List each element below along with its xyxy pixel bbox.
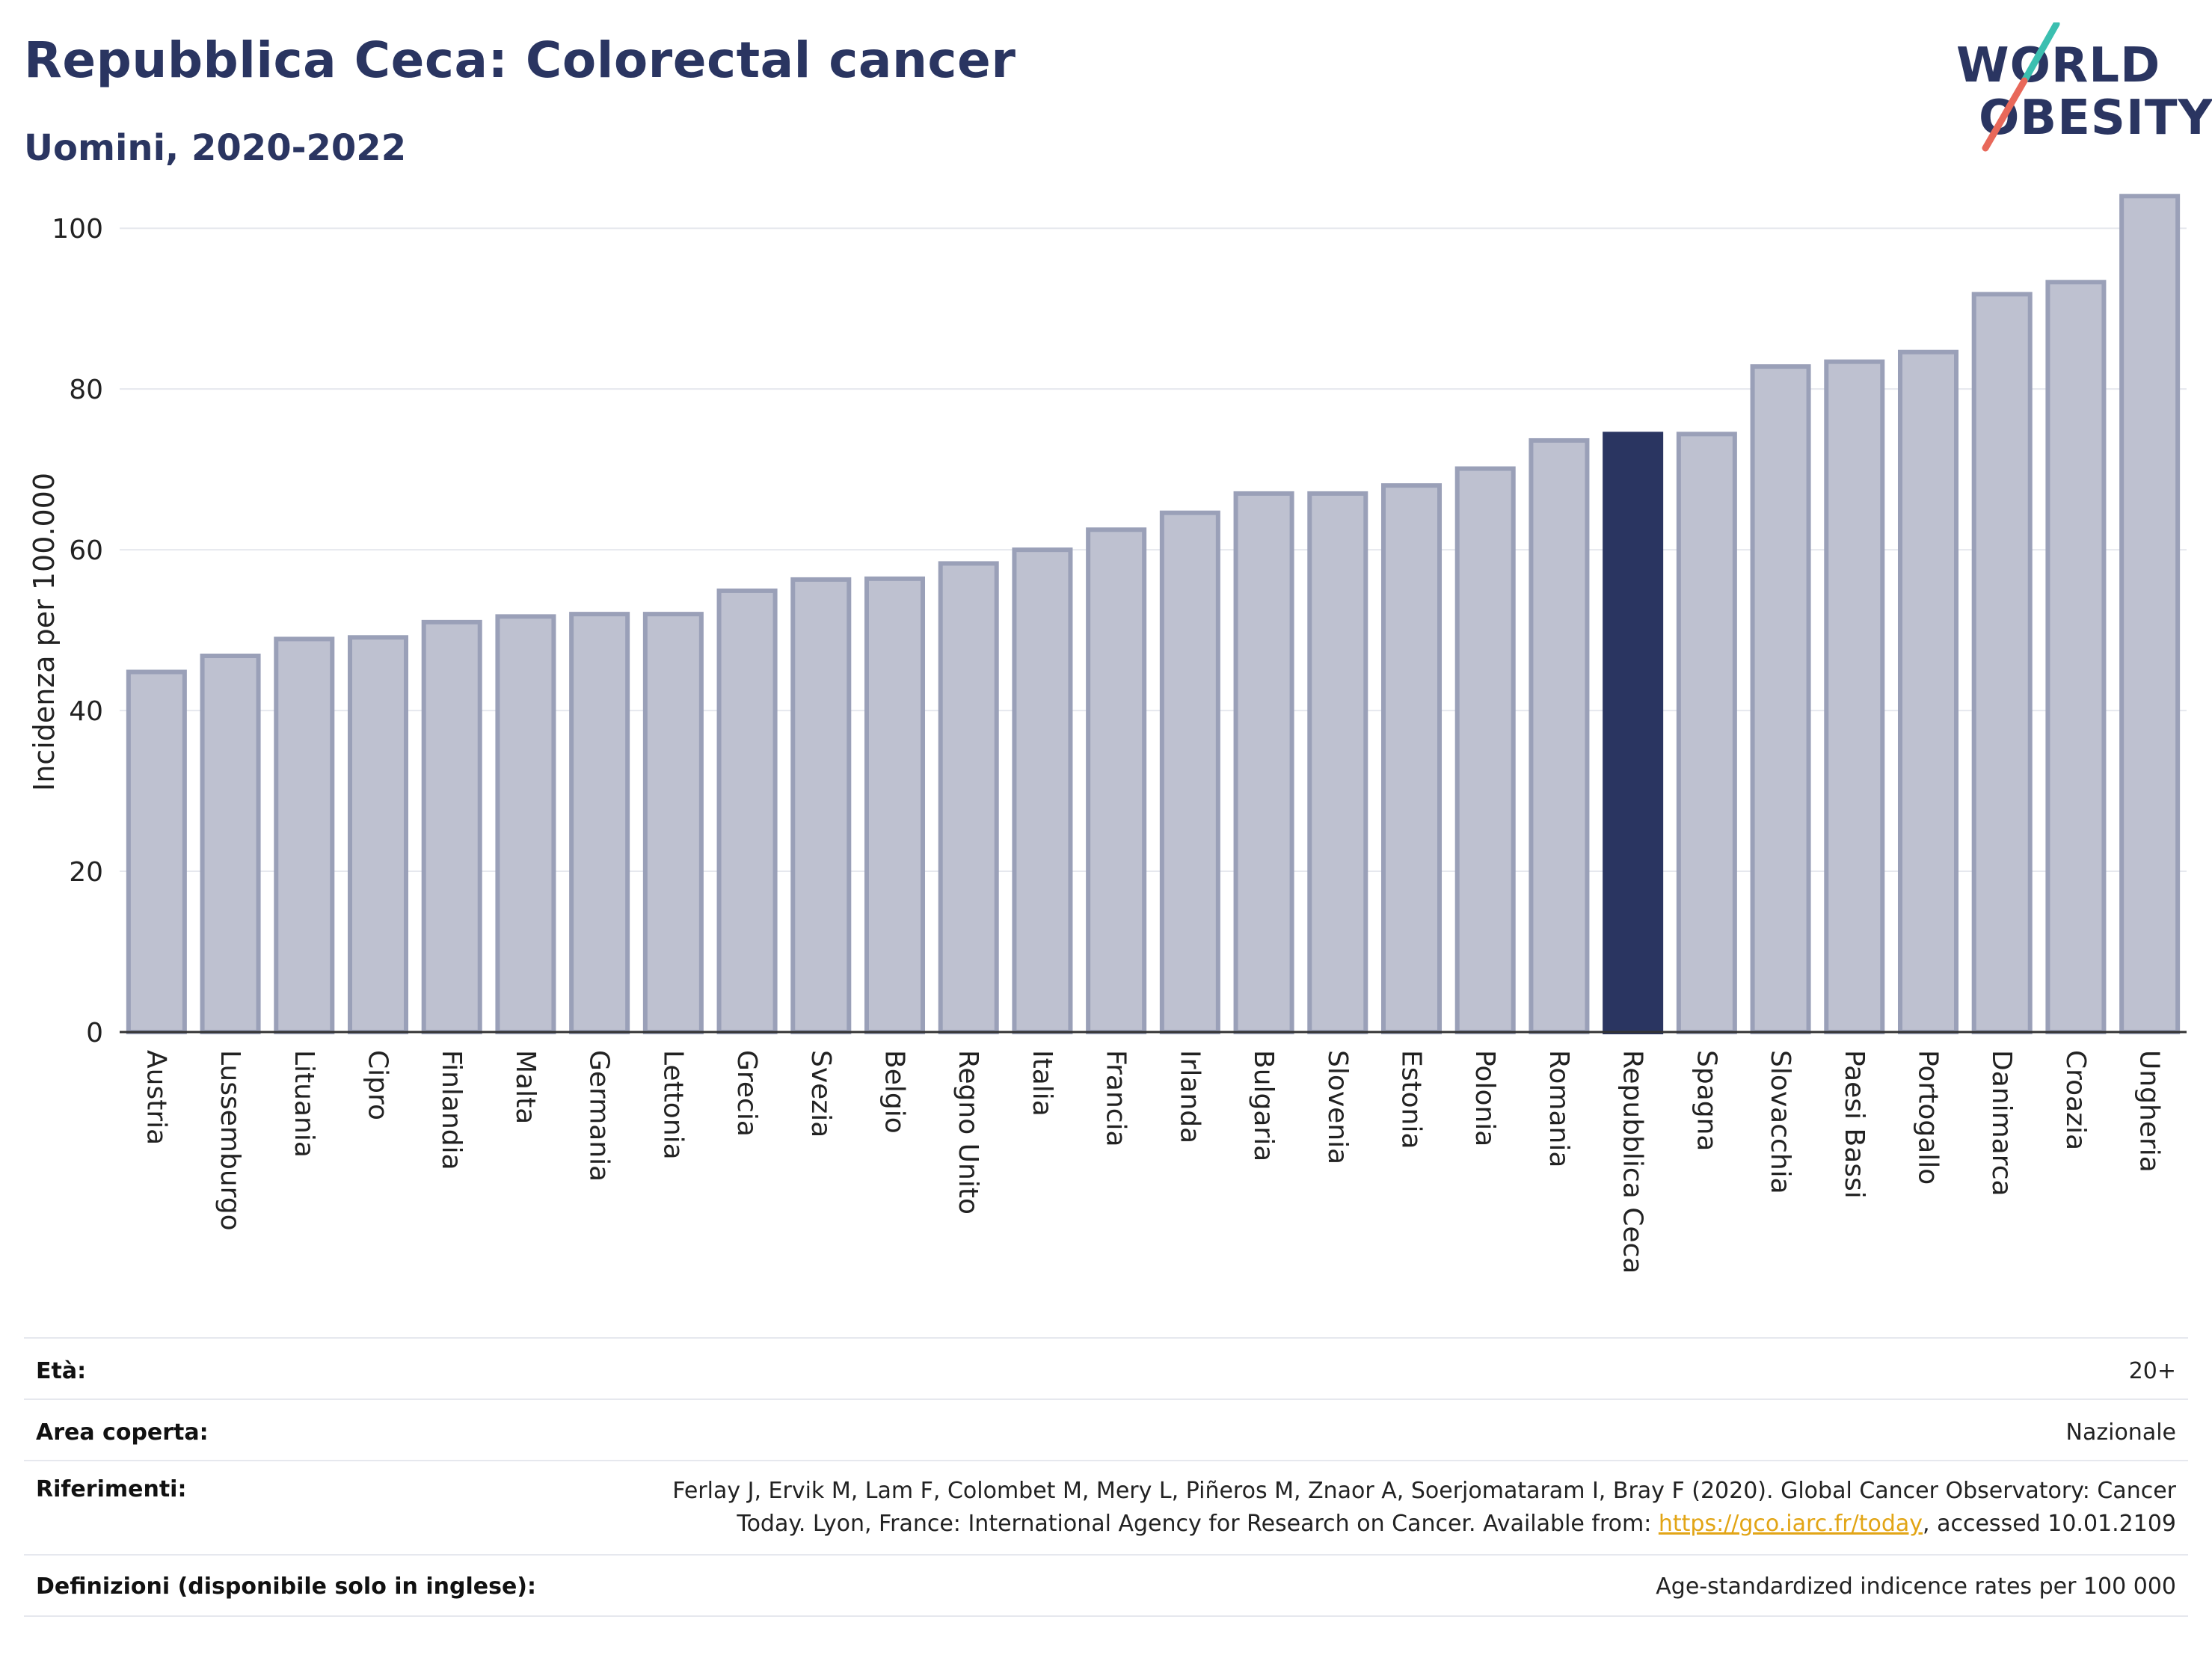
references-label: Riferimenti: [36,1476,187,1502]
logo-slash-icon [1982,22,2060,152]
definitions-value: Age-standardized indicence rates per 100… [1656,1573,2176,1600]
x-tick-label: Belgio [879,1050,910,1134]
meta-row-area: Area coperta: Nazionale [24,1398,2188,1461]
y-axis-label: Incidenza per 100.000 [28,473,61,791]
references-text: Today. Lyon, France: International Agenc… [737,1511,1659,1537]
x-tick-label: Ungheria [2134,1050,2165,1173]
x-tick-label: Slovacchia [1765,1050,1795,1194]
bar-belgio [864,576,926,1034]
bar-polonia [1454,466,1516,1034]
x-tick-label: Lussemburgo [215,1050,245,1231]
meta-row-age: Età: 20+ [24,1337,2188,1400]
x-tick-label: Estonia [1396,1050,1427,1149]
bar-romania [1529,437,1590,1034]
bar-portogallo [1897,349,1959,1034]
meta-row-references: Riferimenti: Ferlay J, Ervik M, Lam F, C… [24,1460,2188,1556]
bar-austria [126,669,187,1035]
bar-ungheria [2119,194,2181,1034]
y-tick-label: 20 [69,857,103,888]
bar-grecia [716,588,778,1034]
bar-lituania [274,636,335,1034]
bar-cipro [347,635,409,1034]
x-tick-label: Lettonia [657,1050,688,1160]
references-line-2: Today. Lyon, France: International Agenc… [672,1508,2176,1541]
x-tick-label: Paesi Bassi [1839,1050,1870,1199]
references-link[interactable]: https://gco.iarc.fr/today [1658,1511,1923,1537]
world-obesity-logo: WORLD OBESITY [1944,22,2212,157]
x-tick-label: Finlandia [436,1050,467,1170]
x-tick-label: Portogallo [1913,1050,1944,1185]
bar-estonia [1380,483,1443,1034]
x-tick-label: Francia [1101,1050,1131,1147]
x-tick-label: Lituania [289,1050,319,1158]
bar-slovenia [1307,491,1368,1034]
x-tick-label: Regno Unito [953,1050,983,1215]
x-tick-label: Bulgaria [1248,1050,1279,1161]
logo-line-world: WORLD [1956,38,2161,93]
x-tick-label: Polonia [1469,1050,1500,1146]
bar-svezia [790,577,852,1034]
logo-line-obesity: OBESITY [1979,90,2212,146]
area-value: Nazionale [2065,1419,2176,1446]
bar-italia [1012,547,1073,1034]
bar-paesi-bassi [1824,359,1885,1035]
bar-regno-unito [938,561,999,1034]
references-value: Ferlay J, Ervik M, Lam F, Colombet M, Me… [672,1475,2176,1541]
x-tick-label: Slovenia [1322,1050,1353,1164]
bar-lettonia [642,612,704,1034]
x-tick-label: Danimarca [1986,1050,2017,1197]
references-accessed: , accessed 10.01.2109 [1923,1511,2176,1537]
area-label: Area coperta: [36,1419,209,1446]
x-tick-label: Cipro [363,1050,393,1120]
bar-lussemburgo [200,654,261,1034]
age-value: 20+ [2128,1358,2176,1384]
metadata-table: Età: 20+ Area coperta: Nazionale Riferim… [24,1337,2188,1636]
references-line-1: Ferlay J, Ervik M, Lam F, Colombet M, Me… [672,1478,2176,1504]
bar-croazia [2045,280,2107,1035]
meta-row-definitions: Definizioni (disponibile solo in inglese… [24,1554,2188,1617]
bar-chart: 0 20 40 60 80 100 Incidenza per 100.000 Austria… [28,194,2187,1274]
x-tick-label: Germania [584,1050,615,1182]
bar-germania [569,612,630,1034]
bar-slovacchia [1750,364,1811,1034]
y-tick-label: 40 [69,696,103,727]
x-tick-label: Croazia [2060,1050,2091,1150]
bar-repubblica-ceca [1603,432,1664,1034]
bar-francia [1086,527,1147,1034]
x-tick-label: Grecia [731,1050,762,1137]
bar-bulgaria [1233,491,1294,1034]
x-tick-label: Italia [1027,1050,1057,1117]
y-tick-label: 100 [52,214,103,245]
bar-malta [495,614,556,1034]
meta-bottom-rule [24,1615,2188,1617]
chart-subtitle: Uomini, 2020-2022 [24,127,407,169]
bar-spagna [1676,432,1737,1034]
x-tick-label: Svezia [805,1050,836,1137]
x-tick-label: Austria [141,1050,171,1145]
x-tick-label: Malta [510,1050,541,1124]
definitions-label: Definizioni (disponibile solo in inglese… [36,1573,536,1600]
chart-title: Repubblica Ceca: Colorectal cancer [24,31,1016,89]
x-tick-label: Spagna [1691,1050,1721,1152]
y-tick-label: 60 [69,535,103,566]
y-tick-label: 80 [69,375,103,405]
age-label: Età: [36,1358,87,1384]
bar-danimarca [1971,292,2033,1034]
x-tick-label: Romania [1543,1050,1574,1167]
y-tick-label: 0 [86,1018,103,1048]
bar-finlandia [421,619,482,1034]
x-tick-label: Irlanda [1174,1050,1205,1143]
bar-irlanda [1159,510,1220,1034]
x-tick-label: Repubblica Ceca [1617,1050,1648,1274]
